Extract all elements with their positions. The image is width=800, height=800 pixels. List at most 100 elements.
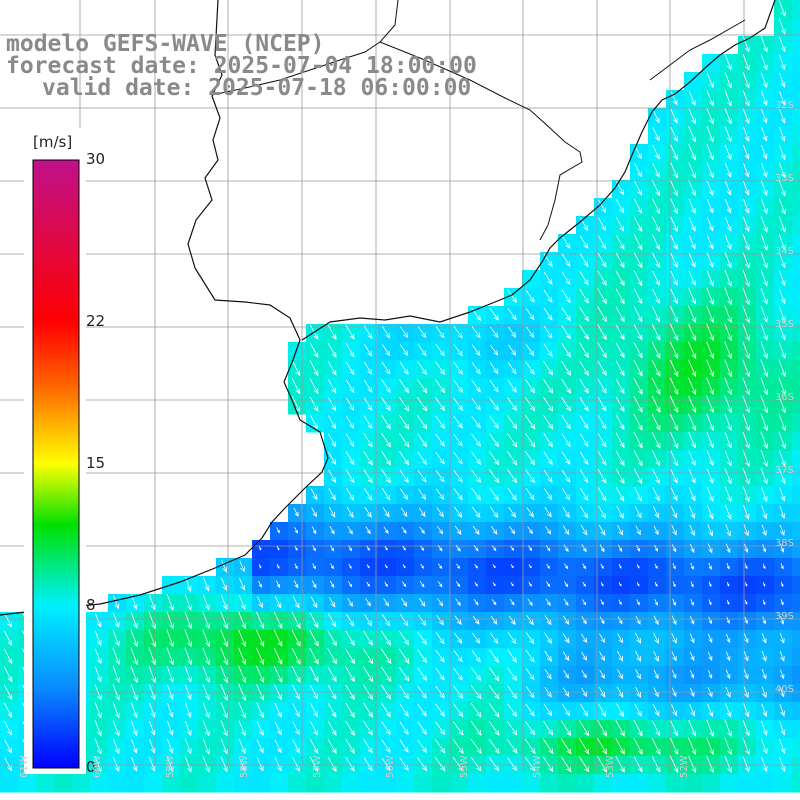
wind-cell	[162, 594, 181, 613]
wind-arrow	[508, 506, 517, 518]
wind-arrow	[669, 413, 679, 432]
wind-cell	[738, 144, 757, 163]
wind-arrow	[309, 360, 319, 377]
wind-cell	[774, 630, 793, 649]
wind-cell	[594, 306, 613, 325]
wind-arrow	[615, 432, 625, 449]
wind-arrow	[652, 145, 660, 160]
wind-arrow	[635, 650, 642, 662]
wind-cell	[720, 504, 739, 523]
wind-cell	[342, 774, 361, 793]
wind-arrow	[761, 720, 768, 736]
wind-arrow	[706, 737, 715, 756]
wind-arrow	[760, 36, 768, 53]
wind-arrow	[383, 526, 389, 534]
wind-arrow	[778, 0, 786, 17]
wind-arrow	[779, 687, 785, 698]
wind-arrow	[560, 738, 572, 755]
wind-arrow	[760, 359, 768, 378]
wind-cell	[306, 360, 325, 379]
wind-cell	[360, 648, 379, 667]
wind-cell	[774, 648, 793, 667]
wind-arrow	[779, 738, 786, 754]
wind-arrow	[581, 670, 587, 679]
wind-arrow	[671, 615, 677, 626]
wind-arrow	[525, 451, 536, 466]
wind-arrow	[689, 633, 695, 644]
wind-arrow	[778, 215, 786, 233]
wind-cell	[792, 198, 800, 217]
wind-cell	[180, 594, 199, 613]
wind-cell	[702, 396, 721, 415]
wind-cell	[126, 702, 145, 721]
wind-cell	[666, 234, 685, 253]
wind-cell	[720, 108, 739, 127]
wind-cell	[756, 774, 775, 793]
wind-cell	[774, 54, 793, 73]
wind-arrow	[724, 90, 732, 107]
wind-cell	[756, 324, 775, 343]
wind-arrow	[708, 599, 712, 606]
wind-arrow	[760, 233, 768, 251]
wind-cell	[630, 666, 649, 685]
wind-arrow	[345, 702, 355, 718]
wind-cell	[234, 666, 253, 685]
wind-arrow	[706, 90, 714, 107]
wind-arrow	[453, 632, 463, 644]
wind-cell	[576, 234, 595, 253]
wind-arrow	[345, 630, 355, 647]
wind-cell	[630, 378, 649, 397]
wind-arrow	[345, 324, 355, 340]
wind-cell	[594, 324, 613, 343]
wind-cell	[612, 414, 631, 433]
wind-arrow	[311, 507, 317, 518]
wind-cell	[792, 594, 800, 613]
wind-cell	[648, 234, 667, 253]
wind-arrow	[400, 507, 408, 518]
wind-cell	[306, 594, 325, 613]
wind-cell	[684, 90, 703, 109]
wind-arrow	[652, 198, 660, 215]
wind-arrow	[274, 739, 282, 754]
wind-cell	[774, 396, 793, 415]
wind-arrow	[615, 486, 625, 502]
wind-arrow	[399, 721, 409, 735]
wind-cell	[756, 486, 775, 505]
wind-cell	[702, 198, 721, 217]
wind-cell	[234, 774, 253, 793]
wind-cell	[90, 720, 109, 739]
wind-arrow	[381, 487, 391, 501]
wind-cell	[126, 684, 145, 703]
wind-arrow	[276, 563, 280, 569]
wind-cell	[756, 396, 775, 415]
wind-arrow	[562, 633, 570, 644]
wind-cell	[288, 612, 307, 631]
wind-arrow	[470, 738, 482, 754]
wind-arrow	[399, 703, 409, 717]
wind-arrow	[688, 198, 696, 215]
wind-arrow	[488, 757, 500, 772]
wind-cell	[324, 576, 343, 595]
wind-cell	[324, 720, 343, 739]
wind-cell	[756, 342, 775, 361]
wind-cell	[774, 180, 793, 199]
wind-arrow	[327, 648, 337, 665]
wind-arrow	[327, 342, 337, 358]
wind-arrow	[508, 344, 517, 356]
wind-cell	[792, 180, 800, 199]
wind-cell	[126, 648, 145, 667]
wind-cell	[216, 720, 235, 739]
wind-cell	[414, 774, 433, 793]
wind-cell	[702, 324, 721, 343]
wind-cell	[648, 486, 667, 505]
wind-arrow	[543, 433, 553, 448]
wind-cell	[594, 252, 613, 271]
wind-arrow	[561, 271, 571, 285]
wind-cell	[576, 288, 595, 307]
wind-cell	[594, 666, 613, 685]
wind-cell	[630, 774, 649, 793]
wind-arrow	[203, 577, 210, 592]
wind-cell	[756, 216, 775, 235]
wind-cell	[630, 504, 649, 523]
wind-arrow	[310, 685, 319, 700]
